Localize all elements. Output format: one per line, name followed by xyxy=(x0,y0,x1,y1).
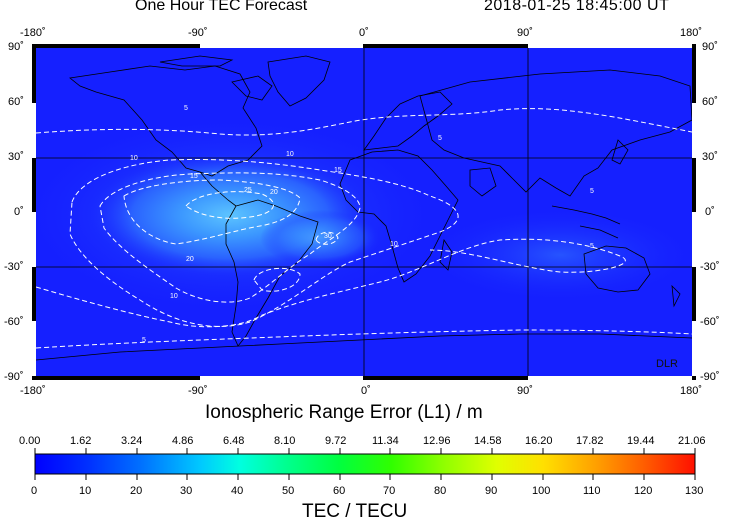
contour-5-north xyxy=(36,108,692,136)
contour-label: 10 xyxy=(286,151,294,158)
tec-enhancement-east xyxy=(430,210,690,300)
lon-tick-bottom: 0˚ xyxy=(361,385,371,397)
lat-tick-right: 60˚ xyxy=(702,96,718,108)
range-error-tick: 1.62 xyxy=(70,435,92,447)
tec-tick: 120 xyxy=(634,485,653,497)
lon-tick-top: 90˚ xyxy=(517,27,533,39)
lat-tick-right: 0˚ xyxy=(705,206,715,218)
lat-tick-right: 30˚ xyxy=(702,151,718,163)
colorbar-scale xyxy=(34,453,696,475)
range-error-tick: 9.72 xyxy=(325,435,347,447)
contour-10 xyxy=(69,158,459,327)
lat-tick-left: -30˚ xyxy=(4,261,24,273)
lat-tick-left: -90˚ xyxy=(4,371,24,383)
range-error-tick: 14.58 xyxy=(474,435,502,447)
lon-tick-top: 0˚ xyxy=(359,27,369,39)
lat-tick-left: 30˚ xyxy=(8,151,24,163)
tec-tick: 100 xyxy=(532,485,551,497)
contour-label: 30 xyxy=(324,233,332,240)
lat-tick-right: 90˚ xyxy=(702,41,718,53)
tec-tick: 110 xyxy=(583,485,601,497)
contour-labels: 5 5 5 5 5 10 10 10 10 15 15 20 20 25 30 xyxy=(130,105,594,344)
tec-tick: 20 xyxy=(130,485,143,497)
tec-tick: 50 xyxy=(282,485,295,497)
lat-tick-right: -90˚ xyxy=(700,371,720,383)
range-error-tick: 16.20 xyxy=(525,435,553,447)
tec-contours xyxy=(36,108,692,349)
lat-tick-right: -30˚ xyxy=(700,261,720,273)
lon-tick-bottom: -90˚ xyxy=(188,385,208,397)
range-error-label: Ionospheric Range Error (L1) / m xyxy=(205,402,483,423)
range-error-tick: 0.00 xyxy=(19,435,41,447)
lat-tick-left: 60˚ xyxy=(8,96,24,108)
contour-label: 10 xyxy=(170,293,178,300)
contour-5-polar xyxy=(36,329,692,349)
contour-10-small xyxy=(253,267,301,292)
tec-tick: 10 xyxy=(79,485,92,497)
contour-label: 15 xyxy=(190,173,198,180)
contour-5-south xyxy=(36,238,626,328)
contour-label: 20 xyxy=(270,189,278,196)
contour-label: 20 xyxy=(186,256,194,263)
contour-label: 5 xyxy=(590,243,594,250)
contour-label: 5 xyxy=(438,135,442,142)
map-timestamp: 2018-01-25 18:45:00 UT xyxy=(484,0,670,14)
map-title: One Hour TEC Forecast xyxy=(135,0,308,14)
lon-tick-top: 180˚ xyxy=(680,27,703,39)
lat-tick-right: -60˚ xyxy=(700,316,720,328)
contour-label: 25 xyxy=(244,187,252,194)
credit-label: DLR xyxy=(656,358,679,370)
range-error-tick: 4.86 xyxy=(172,435,194,447)
contour-label: 5 xyxy=(142,337,146,344)
range-error-tick: 17.82 xyxy=(576,435,604,447)
tec-tick: 80 xyxy=(434,485,447,497)
contour-25 xyxy=(185,191,274,219)
lon-tick-top: -90˚ xyxy=(188,27,208,39)
tec-tick: 40 xyxy=(231,485,244,497)
lon-tick-bottom: 90˚ xyxy=(517,385,533,397)
contour-label: 10 xyxy=(390,241,398,248)
colorbar-ticks xyxy=(34,448,696,480)
contour-label: 5 xyxy=(590,188,594,195)
range-error-tick: 3.24 xyxy=(121,435,143,447)
lon-tick-bottom: 180˚ xyxy=(680,385,703,397)
tec-tick: 130 xyxy=(685,485,704,497)
range-error-tick: 21.06 xyxy=(678,435,706,447)
range-error-tick: 19.44 xyxy=(627,435,655,447)
tec-label: TEC / TECU xyxy=(302,501,408,522)
range-error-tick: 6.48 xyxy=(223,435,245,447)
contour-label: 15 xyxy=(334,167,342,174)
lon-tick-top: -180˚ xyxy=(20,27,46,39)
contour-label: 10 xyxy=(130,155,138,162)
contour-30-small xyxy=(315,231,339,245)
tec-tick: 70 xyxy=(383,485,396,497)
lat-tick-left: 90˚ xyxy=(8,41,24,53)
range-error-tick: 8.10 xyxy=(274,435,296,447)
lon-tick-bottom: -180˚ xyxy=(20,385,46,397)
contour-label: 5 xyxy=(184,105,188,112)
tec-tick: 60 xyxy=(333,485,346,497)
lat-tick-left: -60˚ xyxy=(4,316,24,328)
tec-tick: 0 xyxy=(31,485,38,497)
range-error-tick: 12.96 xyxy=(423,435,451,447)
tec-tick: 90 xyxy=(485,485,498,497)
contour-15 xyxy=(99,172,361,303)
tec-tick: 30 xyxy=(180,485,193,497)
range-error-tick: 11.34 xyxy=(372,435,399,447)
lat-tick-left: 0˚ xyxy=(14,206,24,218)
contour-20 xyxy=(123,179,301,245)
